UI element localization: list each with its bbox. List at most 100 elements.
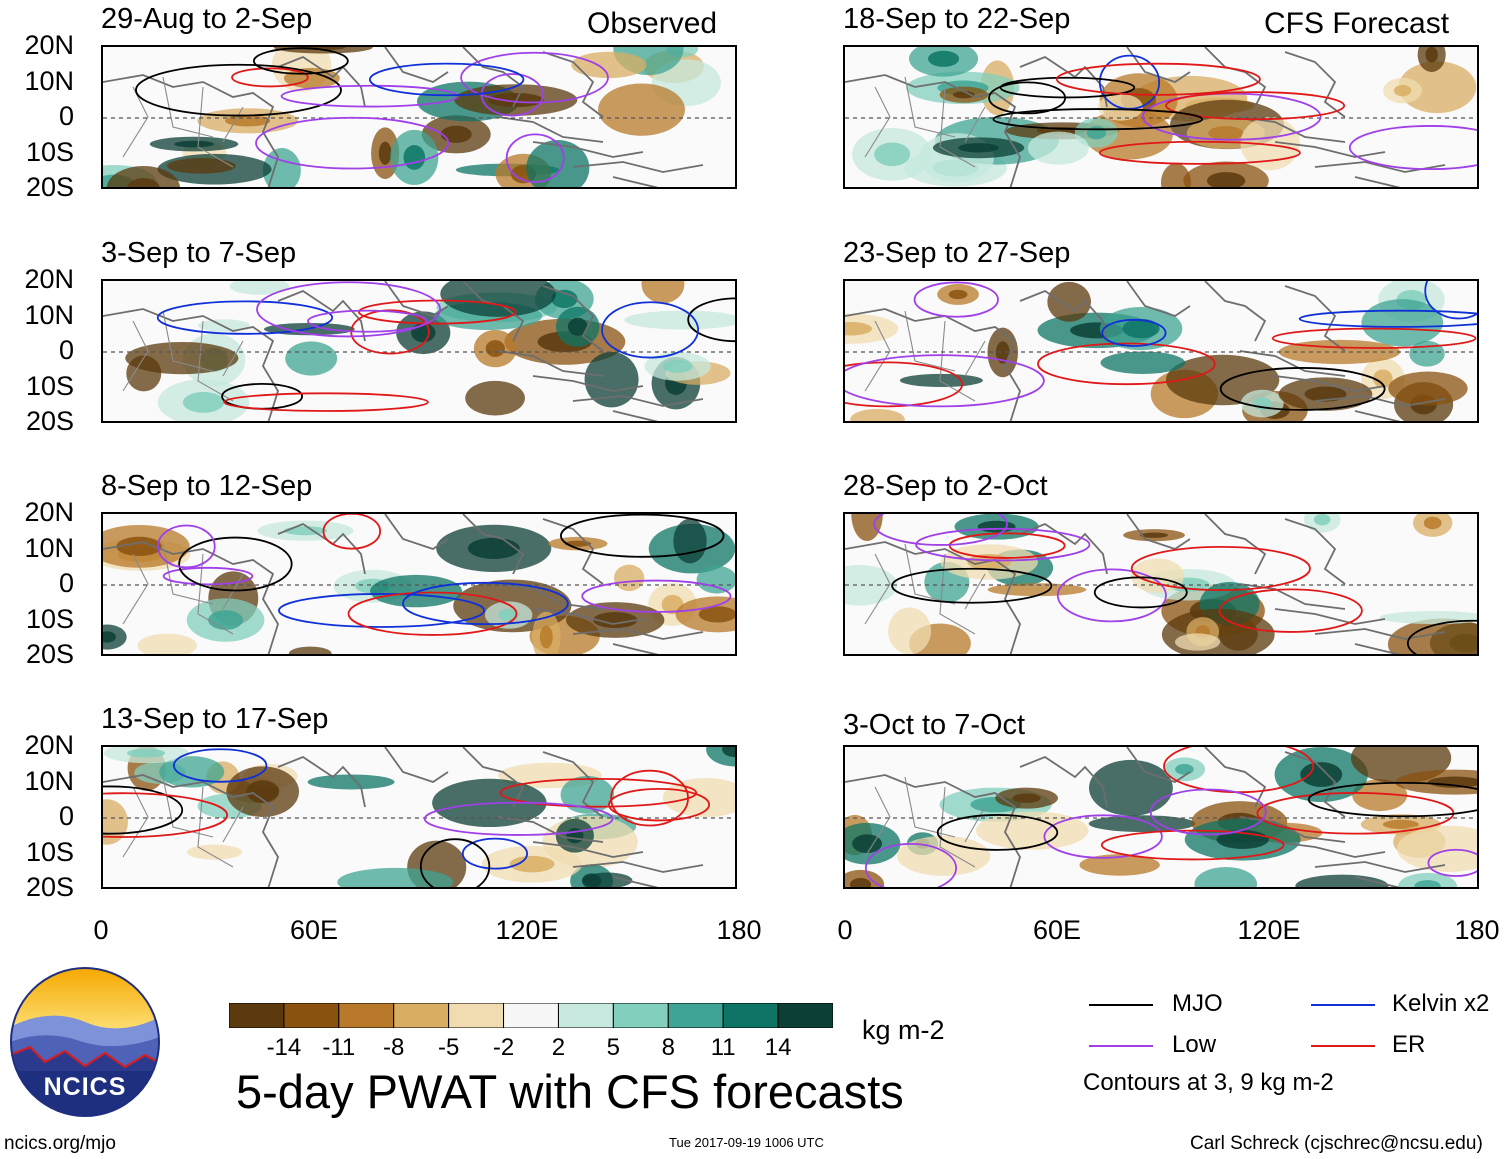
anomaly-shade (1086, 126, 1107, 140)
colorbar-tick-label: 11 (710, 1034, 736, 1061)
coastline (1019, 755, 1108, 808)
anomaly-shade (849, 877, 872, 887)
period-label: 3-Sep to 7-Sep (101, 237, 297, 269)
anomaly-shade (127, 748, 166, 758)
contour-line (1427, 848, 1477, 877)
coastline (1274, 841, 1386, 858)
anomaly-shade (539, 625, 553, 649)
contour-line (891, 567, 1053, 604)
anomaly-shade (1174, 633, 1221, 651)
contour-line (162, 566, 254, 586)
contour-line (402, 581, 569, 626)
anomaly-shade (1304, 386, 1347, 402)
contour-line (936, 814, 1059, 851)
contour-line (1130, 545, 1311, 591)
anomaly-shade (673, 518, 707, 564)
anomaly-shade (283, 526, 328, 536)
anomaly-shade (246, 780, 280, 804)
coastline (103, 774, 279, 887)
contour-line (1093, 576, 1188, 609)
country-border (222, 806, 244, 843)
anomaly-shade (1088, 759, 1173, 816)
y-tick-label: 10N (24, 65, 74, 96)
anomaly-shade (370, 574, 463, 608)
coastline (612, 176, 659, 187)
x-tick-label: 60E (289, 915, 339, 945)
anomaly-shade (698, 606, 735, 623)
contour-line (1424, 281, 1477, 320)
contour-line (278, 593, 486, 628)
colorbar-swatch (667, 1002, 724, 1029)
anomaly-shade (186, 844, 243, 860)
contour-line (1043, 814, 1163, 859)
contour-line (280, 84, 459, 108)
anomaly-shade (850, 408, 905, 421)
colorbar-tick-label: 2 (551, 1034, 566, 1061)
y-tick-label: 0 (58, 568, 74, 598)
period-label: 23-Sep to 27-Sep (843, 237, 1071, 269)
anomaly-shade (1396, 825, 1477, 872)
coastline (1314, 161, 1446, 173)
contour-line (1219, 367, 1386, 411)
coastline (542, 285, 604, 352)
observed-tag: Observed (587, 7, 718, 40)
colorbar-swatch (612, 1002, 669, 1029)
coastline (1126, 281, 1191, 317)
country-border (122, 320, 149, 392)
anomaly-shade (888, 607, 932, 654)
contour-line (103, 785, 184, 835)
coastline (1314, 628, 1446, 640)
contour-line (172, 748, 268, 783)
anomaly-shade (977, 520, 1016, 533)
anomaly-shade (1393, 84, 1412, 97)
y-tick-label: 20S (25, 639, 74, 669)
y-tick-label: 10S (25, 370, 74, 401)
anomaly-shade (137, 633, 197, 654)
contour-note: Contours at 3, 9 kg m-2 (1083, 1069, 1334, 1096)
country-border (864, 86, 891, 158)
anomaly-shade (662, 359, 693, 373)
coastline (1126, 47, 1191, 83)
anomaly-shade (1140, 532, 1168, 538)
contour-line (1141, 92, 1322, 141)
anomaly-shade (1047, 281, 1092, 322)
country-border (864, 786, 891, 858)
country-border (122, 553, 149, 625)
colorbar-tick-label: 8 (661, 1034, 675, 1061)
y-tick-label: 10S (25, 836, 74, 867)
coastline (277, 755, 366, 808)
x-tick-label: 180 (1454, 915, 1500, 945)
country-border (197, 786, 234, 868)
x-tick-label: 0 (93, 915, 109, 945)
legend-label: Kelvin x2 (1392, 990, 1490, 1017)
anomaly-shade (509, 855, 555, 873)
contour-line (178, 536, 293, 592)
anomaly-shade (106, 166, 180, 187)
colorbar-units: kg m-2 (862, 1015, 945, 1045)
coastline (103, 74, 279, 187)
anomaly-shade (1130, 558, 1185, 593)
source-url[interactable]: ncics.org/mjo (4, 1133, 116, 1154)
timestamp: Tue 2017-09-19 1006 UTC (669, 1135, 824, 1150)
country-border (939, 786, 976, 868)
anomaly-shade (551, 289, 578, 309)
coastline (845, 308, 1021, 421)
coastline (1354, 876, 1401, 887)
contour-line (307, 309, 428, 333)
coastline (532, 841, 644, 858)
country-border (904, 310, 956, 372)
x-tick-label: 120E (1237, 915, 1301, 945)
contour-line (1149, 788, 1267, 836)
coastline (532, 608, 644, 625)
anomaly-shade (465, 380, 525, 416)
contour-line (157, 524, 216, 569)
coastline (1274, 141, 1386, 158)
coastline (1239, 583, 1346, 610)
coastline (1204, 747, 1267, 808)
contour-line (252, 47, 349, 75)
coastline (1284, 751, 1346, 818)
anomaly-shade (584, 351, 639, 408)
forecast-tag: CFS Forecast (1264, 7, 1450, 40)
coastline (572, 395, 704, 407)
logo-text: NCICS (44, 1073, 127, 1101)
